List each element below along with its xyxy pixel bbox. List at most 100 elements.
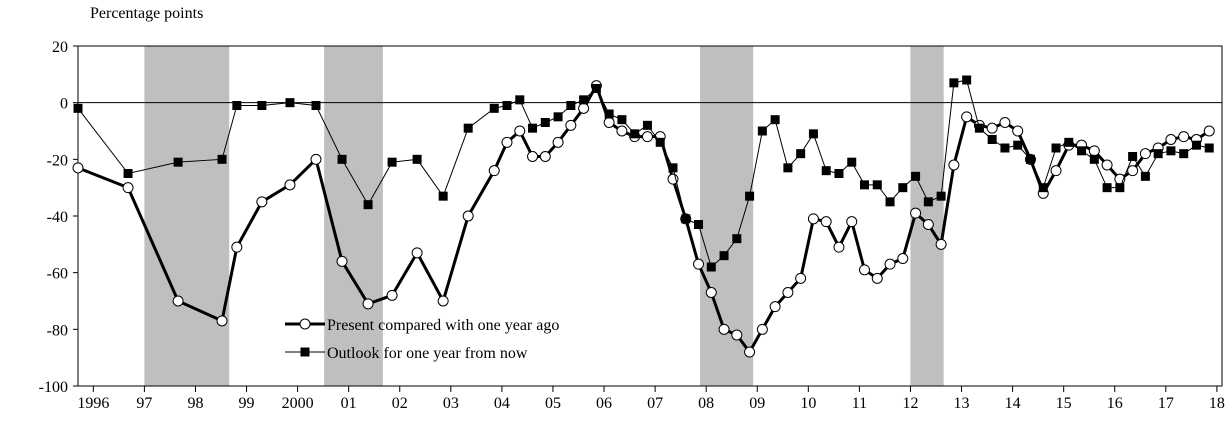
marker (961, 111, 973, 123)
marker (337, 154, 347, 164)
x-tick-label: 17 (1158, 395, 1174, 412)
marker (1000, 143, 1010, 153)
marker (1102, 183, 1112, 193)
marker (1088, 145, 1100, 157)
marker (860, 180, 869, 190)
x-tick-label: 1996 (77, 395, 109, 412)
legend-marker (299, 318, 311, 330)
marker (603, 117, 615, 128)
marker (705, 287, 717, 298)
marker (757, 126, 767, 136)
marker (1064, 137, 1074, 147)
marker (604, 109, 614, 119)
marker (1115, 183, 1125, 193)
marker (731, 329, 743, 341)
marker (898, 183, 908, 193)
marker (256, 196, 268, 208)
marker (820, 216, 832, 228)
marker (172, 295, 184, 307)
marker (847, 157, 857, 167)
marker (884, 258, 896, 270)
marker (1179, 149, 1189, 159)
marker (796, 149, 806, 159)
marker (769, 301, 781, 313)
marker (694, 220, 704, 229)
marker (412, 154, 422, 164)
marker (1077, 146, 1087, 156)
x-tick-label: 04 (494, 395, 510, 412)
x-tick-label: 12 (902, 395, 918, 412)
x-tick-label: 06 (596, 395, 612, 412)
marker (936, 191, 946, 201)
marker (668, 163, 678, 173)
marker (745, 191, 755, 201)
x-tick-label: 10 (800, 395, 816, 412)
marker (974, 123, 984, 133)
y-axis-label: Percentage points (90, 5, 203, 22)
marker (655, 137, 665, 147)
marker (311, 101, 321, 110)
marker (744, 346, 756, 358)
marker (1101, 159, 1113, 171)
marker (1140, 171, 1150, 181)
marker (72, 162, 84, 174)
marker (681, 214, 691, 224)
marker (718, 323, 730, 335)
marker (502, 101, 512, 110)
marker (616, 125, 628, 137)
legend-marker (300, 347, 310, 357)
y-tick-label: -100 (39, 379, 68, 396)
marker (1012, 125, 1024, 137)
marker (528, 123, 538, 133)
marker (232, 101, 242, 110)
marker (437, 295, 449, 307)
marker (527, 151, 539, 162)
x-tick-label: 15 (1056, 395, 1072, 412)
x-tick-label: 16 (1107, 395, 1123, 412)
marker (770, 115, 780, 125)
marker (1139, 148, 1151, 160)
x-tick-label: 08 (698, 395, 714, 412)
marker (336, 255, 348, 267)
marker (216, 315, 228, 327)
marker (846, 216, 858, 228)
x-tick-label: 11 (852, 395, 867, 412)
marker (387, 157, 397, 167)
marker (284, 179, 296, 191)
y-tick-label: -80 (47, 322, 68, 339)
marker (897, 253, 909, 264)
x-tick-label: 98 (187, 395, 203, 412)
marker (821, 166, 831, 176)
marker (808, 129, 818, 139)
x-tick-label: 18 (1209, 395, 1225, 412)
marker (515, 95, 525, 105)
marker (962, 75, 972, 85)
y-tick-label: -20 (47, 152, 68, 169)
marker (173, 157, 183, 167)
marker (706, 262, 716, 272)
marker (363, 200, 373, 210)
marker (1153, 149, 1163, 159)
marker (923, 197, 933, 207)
marker (1165, 134, 1177, 145)
legend-label: Present compared with one year ago (327, 317, 559, 334)
marker (617, 115, 627, 125)
marker (987, 135, 997, 144)
marker (217, 154, 227, 164)
marker (579, 95, 589, 105)
y-tick-label: 0 (60, 96, 68, 113)
marker (1050, 165, 1062, 177)
marker (1191, 140, 1201, 150)
marker (872, 180, 882, 190)
marker (782, 287, 794, 298)
marker (641, 131, 653, 143)
marker (859, 264, 870, 276)
marker (501, 136, 513, 148)
marker (489, 103, 499, 113)
marker (642, 120, 652, 130)
marker (591, 84, 601, 93)
marker (732, 234, 742, 244)
shaded-period (700, 46, 754, 386)
